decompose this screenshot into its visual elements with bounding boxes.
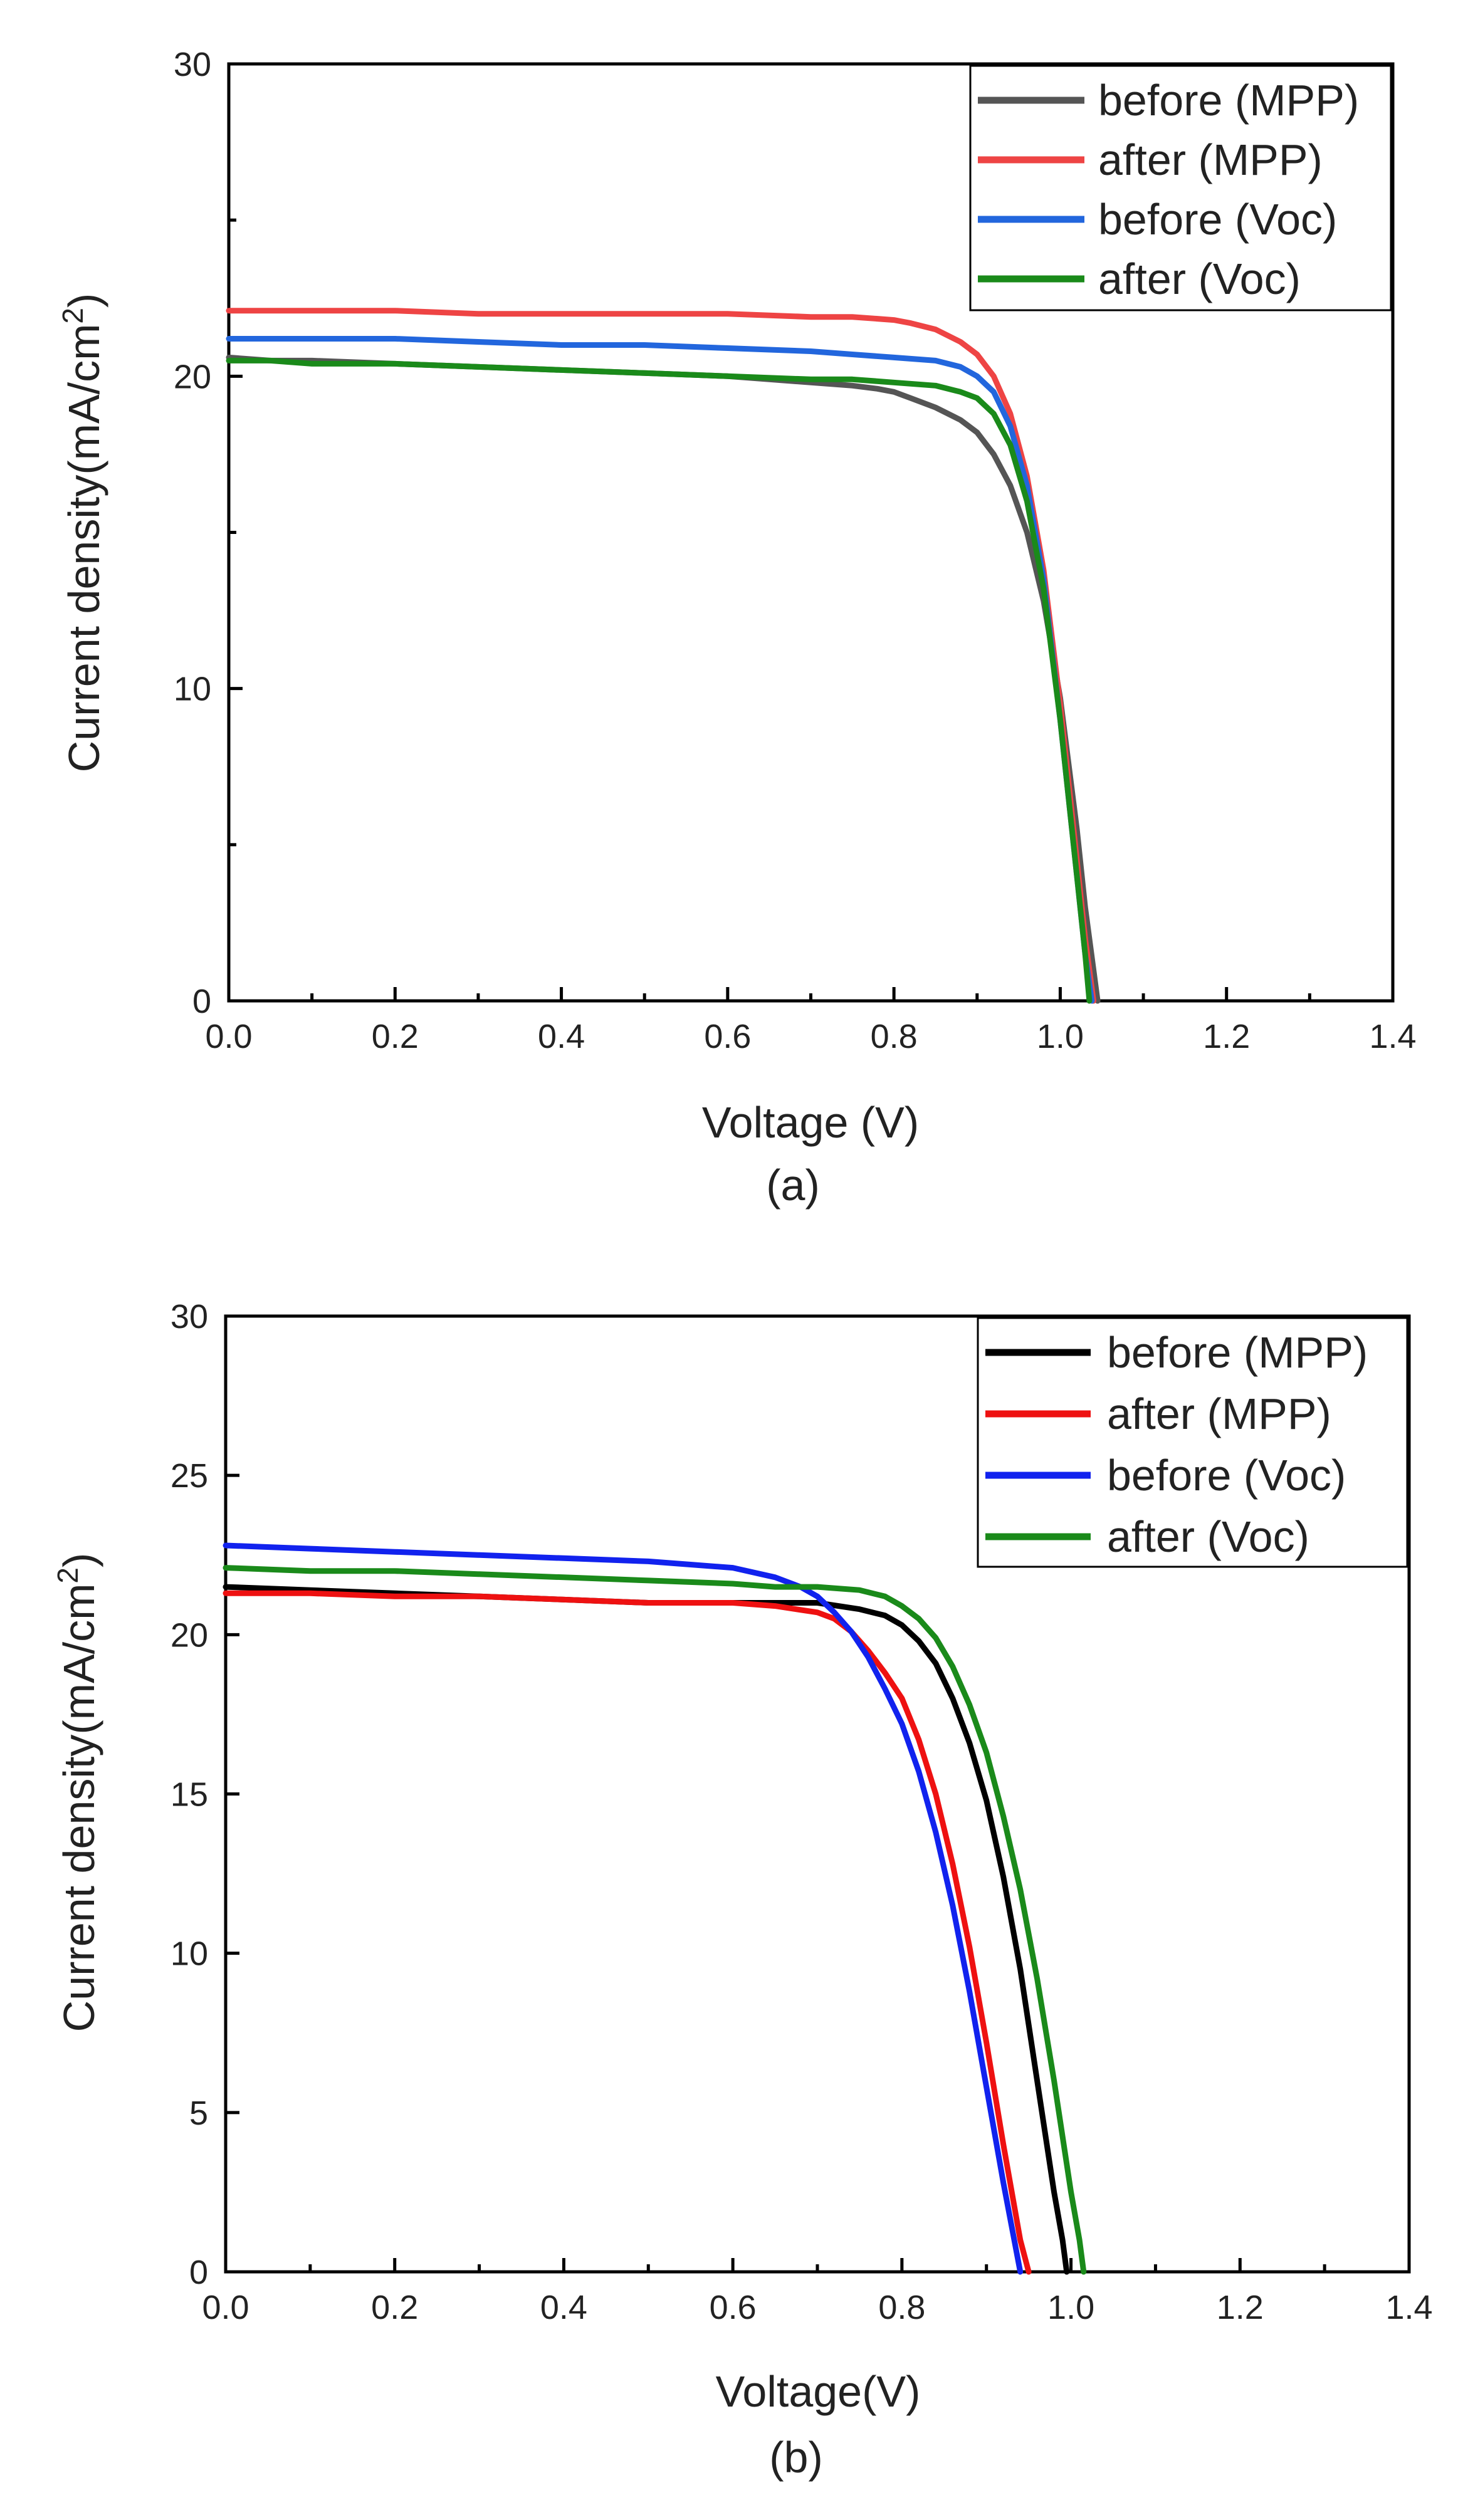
y-tick-label-b-3: 15: [170, 1776, 208, 1814]
x-tick-label-a-1: 0.2: [372, 1018, 419, 1055]
legend-label-a-after-mpp: after (MPP): [1098, 135, 1323, 184]
chart-panel-a: 0.0 0.2 0.4 0.6 0.8 1.0 1.2 1.4 0 10 20 30 before (…: [56, 46, 1417, 1210]
x-tick-label-a-2: 0.4: [538, 1018, 585, 1055]
y-tick-label-a-0: 0: [192, 983, 211, 1020]
x-tick-label-a-3: 0.6: [704, 1018, 751, 1055]
legend-box-b: [977, 1317, 1408, 1568]
series-line-b-before-voc: [223, 1542, 1024, 2275]
y-tick-label-b-6: 30: [170, 1298, 208, 1336]
series-group-a: [226, 308, 1101, 1004]
y-axis-title-a-sup: 2: [56, 308, 89, 324]
x-tick-label-a-5: 1.0: [1037, 1018, 1084, 1055]
y-axis-title-b: Current density(mA/cm2): [51, 1553, 103, 2032]
y-axis-title-a-close: ): [60, 293, 108, 308]
axes-b: 0.0 0.2 0.4 0.6 0.8 1.0 1.2 1.4 0 5 10 15 20 25 30: [170, 1298, 1433, 2326]
y-axis-title-a-main: Current density(mA/cm: [60, 324, 108, 773]
y-axis-title-b-main: Current density(mA/cm: [55, 1584, 103, 2032]
x-tick-label-a-7: 1.4: [1369, 1018, 1416, 1055]
legend-label-b-after-voc: after (Voc): [1107, 1512, 1309, 1561]
legend-box-a: [969, 65, 1392, 311]
y-axis-title-b-close: ): [55, 1553, 103, 1567]
x-axis-title-b: Voltage(V): [716, 2367, 921, 2416]
series-line-a-after-voc: [226, 357, 1093, 1004]
y-tick-label-b-1: 5: [189, 2094, 208, 2132]
x-tick-label-b-7: 1.4: [1385, 2289, 1432, 2326]
y-tick-label-b-5: 25: [170, 1457, 208, 1495]
chart-panel-b: 0.0 0.2 0.4 0.6 0.8 1.0 1.2 1.4 0 5 10 15 20 25 30 bef…: [51, 1298, 1433, 2482]
series-line-b-after-voc: [223, 1565, 1087, 2275]
legend-b: before (MPP) after (MPP) before (Voc) af…: [977, 1317, 1408, 1568]
legend-label-a-before-voc: before (Voc): [1098, 195, 1337, 244]
ticks-a: 0.0 0.2 0.4 0.6 0.8 1.0 1.2 1.4 0 10 20 30: [174, 46, 1417, 1055]
legend-label-a-before-mpp: before (MPP): [1098, 76, 1359, 125]
legend-a: before (MPP) after (MPP) before (Voc) af…: [969, 65, 1392, 311]
x-tick-label-b-6: 1.2: [1217, 2289, 1264, 2326]
axes-a: 0.0 0.2 0.4 0.6 0.8 1.0 1.2 1.4 0 10 20 30: [174, 46, 1417, 1055]
caption-b: (b): [769, 2433, 823, 2482]
caption-a: (a): [766, 1161, 820, 1210]
y-tick-label-b-2: 10: [170, 1935, 208, 1973]
x-tick-label-b-5: 1.0: [1047, 2289, 1094, 2326]
legend-label-a-after-voc: after (Voc): [1098, 254, 1301, 303]
x-tick-label-b-4: 0.8: [878, 2289, 925, 2326]
x-tick-label-a-4: 0.8: [871, 1018, 918, 1055]
y-tick-label-b-4: 20: [170, 1616, 208, 1654]
x-tick-label-b-2: 0.4: [540, 2289, 587, 2326]
y-tick-label-a-2: 20: [174, 358, 211, 395]
y-axis-title-b-sup: 2: [51, 1567, 84, 1584]
ticks-b: 0.0 0.2 0.4 0.6 0.8 1.0 1.2 1.4 0 5 10 15 20 25 30: [170, 1298, 1433, 2326]
legend-label-b-before-voc: before (Voc): [1107, 1451, 1346, 1500]
series-group-b: [223, 1542, 1087, 2275]
y-tick-label-a-3: 30: [174, 46, 211, 83]
x-tick-label-b-1: 0.2: [371, 2289, 418, 2326]
legend-label-b-after-mpp: after (MPP): [1107, 1389, 1331, 1438]
x-tick-label-a-0: 0.0: [205, 1018, 252, 1055]
x-tick-label-b-0: 0.0: [202, 2289, 249, 2326]
legend-label-b-before-mpp: before (MPP): [1107, 1328, 1368, 1377]
y-tick-label-a-1: 10: [174, 671, 211, 708]
y-tick-label-b-0: 0: [189, 2254, 208, 2291]
x-axis-title-a: Voltage (V): [702, 1098, 919, 1147]
x-tick-label-a-6: 1.2: [1203, 1018, 1250, 1055]
x-tick-label-b-3: 0.6: [710, 2289, 757, 2326]
y-axis-title-a: Current density(mA/cm2): [56, 293, 108, 773]
